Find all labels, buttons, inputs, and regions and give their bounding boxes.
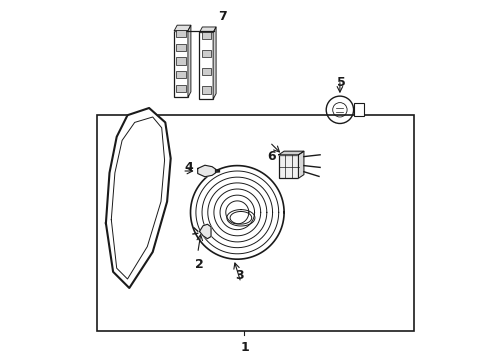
Bar	[97, 115, 413, 331]
Text: 6: 6	[266, 150, 275, 163]
Polygon shape	[199, 224, 211, 239]
Polygon shape	[106, 108, 170, 288]
Text: 5: 5	[337, 76, 346, 89]
Polygon shape	[174, 25, 190, 31]
Polygon shape	[298, 151, 303, 178]
Text: 1: 1	[240, 341, 248, 354]
Text: 3: 3	[234, 269, 243, 282]
Polygon shape	[199, 27, 216, 32]
Bar	[174, 31, 187, 97]
Bar	[201, 86, 211, 94]
Polygon shape	[187, 25, 190, 97]
Bar	[176, 44, 185, 51]
Polygon shape	[278, 151, 303, 155]
Bar	[353, 103, 363, 116]
Polygon shape	[197, 165, 215, 177]
Text: 2: 2	[195, 258, 203, 271]
Bar	[201, 50, 211, 57]
Text: 4: 4	[184, 161, 193, 174]
Bar	[201, 32, 211, 39]
Bar	[176, 85, 185, 92]
Polygon shape	[213, 27, 216, 99]
Text: 7: 7	[218, 10, 227, 23]
Bar	[176, 71, 185, 78]
Bar	[278, 155, 298, 178]
Bar	[201, 68, 211, 76]
Bar	[199, 32, 213, 99]
Bar	[176, 57, 185, 64]
Bar	[176, 30, 185, 37]
